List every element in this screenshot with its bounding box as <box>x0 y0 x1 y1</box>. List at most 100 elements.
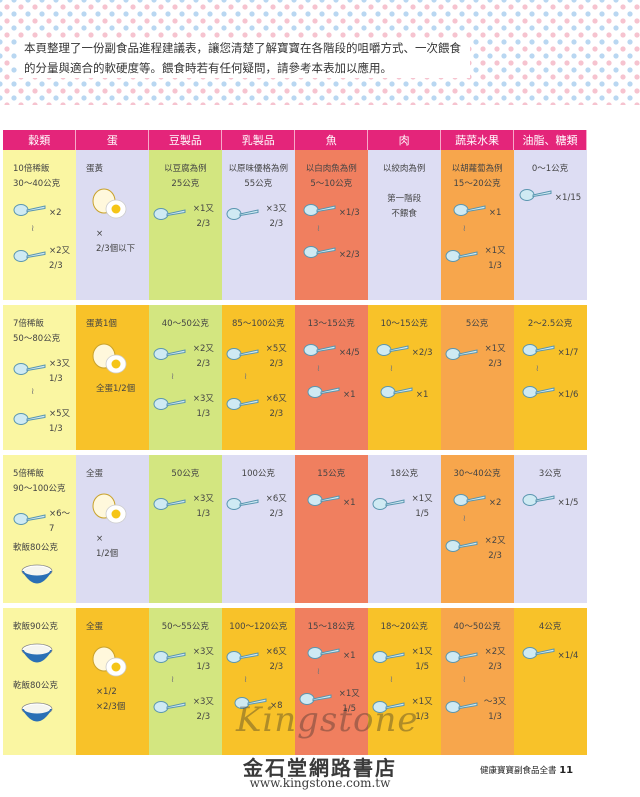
spoon-measure: ×2又2/3 <box>13 244 72 274</box>
cell-text: 50公克 <box>171 469 200 479</box>
spoon-icon <box>13 511 47 533</box>
tilde-mark: ≀ <box>462 224 466 234</box>
egg-icon <box>90 342 145 382</box>
tilde-mark: ≀ <box>316 224 321 234</box>
cell-text: 5～10公克 <box>310 179 353 189</box>
spoon-multiplier: ×6～7 <box>49 509 71 534</box>
spoon-icon <box>153 699 187 721</box>
spoon-measure: ×6～7 <box>13 507 72 537</box>
spoon-icon <box>372 699 406 721</box>
spoon-icon <box>522 342 556 364</box>
cell-content: 以胡蘿蔔為例 15～20公克 ×1 ≀ ×1又1/3 <box>441 150 514 278</box>
egg-amount: 2/3個以下 <box>95 244 136 254</box>
spoon-measure: ×1 <box>299 492 364 514</box>
cell-content: 軟飯90公克 乾飯80公克 <box>3 608 76 738</box>
cell-meat: 10～15公克 ×2/3 ≀ ×1 <box>367 305 441 450</box>
spoon-multiplier: ×1/3 <box>338 207 360 218</box>
cell-veg: 40～50公克 ×2又2/3 ≀ ～3又1/3 <box>440 608 514 755</box>
cell-content: 85～100公克 ×5又2/3 ≀ ×6又2/3 <box>222 305 295 426</box>
spoon-icon <box>307 645 341 667</box>
cell-content: 18～20公克 ×1又1/5 ≀ ×1又1/3 <box>368 608 441 729</box>
spoon-icon <box>13 202 47 224</box>
cell-content: 以白肉魚為例 5～10公克 ×1/3 ≀ ×2/3 <box>295 150 368 270</box>
cell-text: 0～1公克 <box>531 164 569 174</box>
tilde-mark: ≀ <box>31 387 35 397</box>
spoon-icon <box>303 202 337 224</box>
cell-text: 10～15公克 <box>380 319 428 329</box>
cell-text: 5公克 <box>465 319 489 329</box>
cell-veg: 5公克 ×1又2/3 <box>440 305 514 450</box>
cell-text: 40～50公克 <box>161 319 209 329</box>
spoon-multiplier: ×3又2/3 <box>265 204 287 229</box>
spoon-measure: ×1 <box>445 202 510 224</box>
tilde-mark: ≀ <box>462 675 466 685</box>
spoon-measure: ×2 <box>445 492 510 514</box>
spoon-icon <box>522 645 556 667</box>
spoon-measure: ×2 <box>13 202 72 224</box>
spoon-multiplier: ×6又2/3 <box>265 494 287 519</box>
cell-milk: 85～100公克 ×5又2/3 ≀ ×6又2/3 <box>221 305 295 450</box>
egg-icon <box>90 492 145 532</box>
cell-fish: 以白肉魚為例 5～10公克 ×1/3 ≀ ×2/3 <box>294 150 368 300</box>
spoon-measure: ×1又1/5 <box>299 687 364 717</box>
cell-text: 以白肉魚為例 <box>305 164 357 174</box>
tilde-mark: ≀ <box>316 364 321 374</box>
tilde-mark: ≀ <box>170 372 175 382</box>
cell-content: 3公克 ×1/5 <box>514 455 587 518</box>
watermark-logo: Kingstone <box>236 700 419 740</box>
spoon-icon <box>299 691 333 713</box>
cell-text: 3公克 <box>538 469 562 479</box>
spoon-icon <box>372 649 406 671</box>
tilde-mark: ≀ <box>243 675 248 685</box>
spoon-icon <box>153 396 187 418</box>
spoon-icon <box>13 411 47 433</box>
spoon-measure: ×4/5 <box>299 342 364 364</box>
cell-text: 以胡蘿蔔為例 <box>451 164 503 174</box>
page-footer: 健康寶寶副食品全書 11 <box>480 764 573 776</box>
cell-milk: 100～120公克 ×6又2/3 ≀ ×8 <box>221 608 295 755</box>
spoon-multiplier: ×3又1/3 <box>49 359 71 384</box>
cell-milk: 以原味優格為例 55公克 ×3又2/3 <box>221 150 295 300</box>
spoon-icon <box>307 492 341 514</box>
spoon-measure: ×6又2/3 <box>226 492 291 522</box>
cell-egg: 全蛋 ×1/2 ×2/3個 <box>75 608 149 755</box>
cell-veg: 以胡蘿蔔為例 15～20公克 ×1 ≀ ×1又1/3 <box>440 150 514 300</box>
tilde-mark: ≀ <box>243 372 248 382</box>
spoon-measure: ×1 <box>299 384 364 406</box>
cell-veg: 30～40公克 ×2 ≀ ×2又2/3 <box>440 455 514 603</box>
spoon-measure: ×1又2/3 <box>445 342 510 372</box>
cell-oil: 2～2.5公克 ×1/7 ≀ ×1/6 <box>513 305 587 450</box>
spoon-measure: ×1/4 <box>518 645 583 667</box>
spoon-multiplier: ×2/3 <box>411 347 433 358</box>
cell-content: 4公克 ×1/4 <box>514 608 587 671</box>
spoon-multiplier: ×1 <box>488 207 502 218</box>
spoon-multiplier: ×1/4 <box>557 650 579 661</box>
cell-milk: 100公克 ×6又2/3 <box>221 455 295 603</box>
cell-text: 18～20公克 <box>380 622 428 632</box>
cell-content: 全蛋 ×1/2 ×2/3個 <box>76 608 149 719</box>
spoon-multiplier: ×2又2/3 <box>192 344 214 369</box>
cell-content: 13～15公克 ×4/5 ≀ ×1 <box>295 305 368 410</box>
cell-text: 50～80公克 <box>13 334 61 344</box>
cell-content: 7倍稀飯 50～80公克 ×3又1/3 ≀ ×5又1/3 <box>3 305 76 441</box>
spoon-measure: ×1 <box>372 384 437 406</box>
cell-fish: 15公克 ×1 <box>294 455 368 603</box>
egg-amount: × <box>95 534 104 544</box>
spoon-icon <box>153 496 187 518</box>
spoon-icon <box>522 384 556 406</box>
cell-text: 18公克 <box>390 469 419 479</box>
egg-amount: × <box>95 229 104 239</box>
rice-bowl-icon <box>19 700 72 734</box>
table-header: 穀類 蛋 豆製品 乳製品 魚 肉 蔬菜水果 油脂、糖類 <box>3 130 587 150</box>
header-veg: 蔬菜水果 <box>440 130 515 150</box>
store-name: 金石堂網路書店 <box>243 756 397 780</box>
cell-text: 25公克 <box>171 179 200 189</box>
cell-grain: 5倍稀飯 90～100公克 ×6～7 軟飯80公克 <box>3 455 76 603</box>
header-milk: 乳製品 <box>221 130 296 150</box>
spoon-multiplier: ×2 <box>488 497 502 508</box>
grain-extra-text: 軟飯80公克 <box>13 543 58 553</box>
cell-content: 以豆腐為例 25公克 ×1又2/3 <box>149 150 222 236</box>
spoon-measure: ×1又2/3 <box>153 202 218 232</box>
cell-content: 蛋黃1個 全蛋1/2個 <box>76 305 149 401</box>
egg-amount: 1/2個 <box>95 549 119 559</box>
